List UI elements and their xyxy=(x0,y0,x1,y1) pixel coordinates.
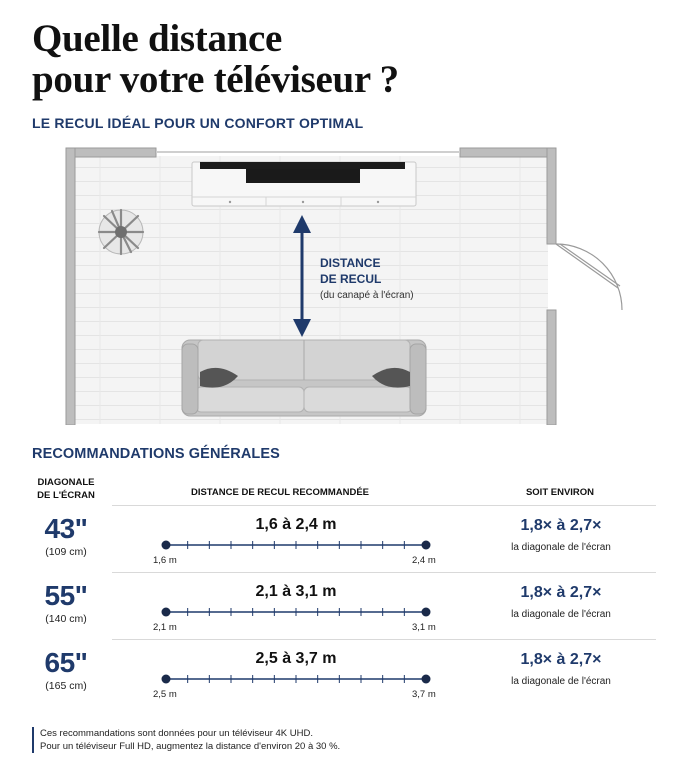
scale-start-dot xyxy=(161,540,171,550)
tv-unit-icon xyxy=(191,161,417,207)
screen-size: 55" xyxy=(44,580,88,611)
page-title: Quelle distance pour votre téléviseur ? xyxy=(32,18,399,100)
scale-start-dot xyxy=(161,674,171,684)
scale-min-label: 2,1 m xyxy=(153,622,177,633)
diagonal-ratio: 1,8× à 2,7× xyxy=(520,517,602,534)
door-icon xyxy=(555,243,623,311)
scale-min-label: 2,5 m xyxy=(153,689,177,700)
diagonal-ratio: 1,8× à 2,7× xyxy=(520,584,602,601)
diagonal-ratio: 1,8× à 2,7× xyxy=(520,651,602,668)
table-row: 65" (165 cm) 2,5 à 3,7 m 1,8× à 2,7× la diag… xyxy=(0,639,700,706)
scale-end-dot xyxy=(421,674,431,684)
col-header-diagonal-1: DIAGONALE xyxy=(37,477,95,488)
screen-size-cm: (140 cm) xyxy=(45,613,87,625)
row-divider xyxy=(112,639,656,640)
scale-max-label: 2,4 m xyxy=(412,555,436,566)
col-header-distance: DISTANCE DE RECUL RECOMMANDÉE xyxy=(190,487,370,498)
footnote-line-1: Ces recommandations sont données pour un… xyxy=(40,728,314,739)
col-header-diagonal: DIAGONALE DE L'ÉCRAN xyxy=(26,476,106,502)
screen-size-cm: (109 cm) xyxy=(45,546,87,558)
distance-scale xyxy=(161,674,431,684)
walls xyxy=(65,147,557,425)
screen-size-cm: (165 cm) xyxy=(45,680,87,692)
col-header-diagonal-2: DE L'ÉCRAN xyxy=(37,490,95,501)
distance-range: 2,1 à 3,1 m xyxy=(255,583,337,600)
scale-min-label: 1,6 m xyxy=(153,555,177,566)
title-line-2: pour votre téléviseur ? xyxy=(32,58,399,101)
scale-start-dot xyxy=(161,607,171,617)
footnote-line-2: Pour un téléviseur Full HD, augmentez la… xyxy=(40,741,341,752)
room-floorplan: DISTANCE DE RECUL (du canapé à l'écran) xyxy=(65,147,623,425)
table-row: 55" (140 cm) 2,1 à 3,1 m 1,8× à 2,7× la diag… xyxy=(0,572,700,639)
recommendations-title: RECOMMANDATIONS GÉNÉRALES xyxy=(32,446,280,462)
distance-note: (du canapé à l'écran) xyxy=(320,290,414,301)
distance-label-1: DISTANCE xyxy=(320,256,380,270)
row-divider xyxy=(112,505,656,506)
table-row: 43" (109 cm) 1,6 à 2,4 m 1,8× à 2,7× la diag… xyxy=(0,505,700,572)
distance-label-2: DE RECUL xyxy=(320,272,381,286)
distance-scale xyxy=(161,607,431,617)
diagonal-ratio-caption: la diagonale de l'écran xyxy=(511,542,611,553)
screen-size: 65" xyxy=(44,647,88,678)
scale-end-dot xyxy=(421,607,431,617)
distance-scale xyxy=(161,540,431,550)
distance-range: 2,5 à 3,7 m xyxy=(255,650,337,667)
row-divider xyxy=(112,572,656,573)
scale-end-dot xyxy=(421,540,431,550)
footnote: Ces recommandations sont données pour un… xyxy=(32,727,340,753)
distance-range: 1,6 à 2,4 m xyxy=(255,516,337,533)
screen-size: 43" xyxy=(44,513,88,544)
scale-max-label: 3,1 m xyxy=(412,622,436,633)
plant-icon xyxy=(97,208,145,256)
subtitle: LE RECUL IDÉAL POUR UN CONFORT OPTIMAL xyxy=(32,115,364,131)
title-line-1: Quelle distance xyxy=(32,17,283,60)
scale-max-label: 3,7 m xyxy=(412,689,436,700)
sofa-icon xyxy=(181,339,427,417)
col-header-ratio: SOIT ENVIRON xyxy=(525,487,595,498)
diagonal-ratio-caption: la diagonale de l'écran xyxy=(511,609,611,620)
diagonal-ratio-caption: la diagonale de l'écran xyxy=(511,676,611,687)
